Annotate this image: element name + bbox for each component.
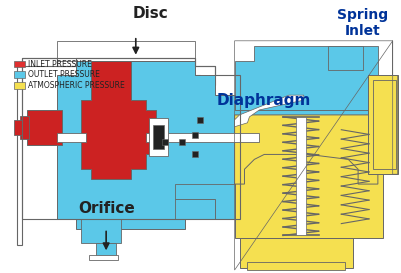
Polygon shape [175,184,234,219]
Bar [247,262,344,270]
Bar [328,46,362,70]
Bar [295,117,305,235]
Bar [162,139,168,144]
Text: OUTLET PRESSURE: OUTLET PRESSURE [28,70,100,79]
Polygon shape [234,46,377,110]
Polygon shape [372,80,395,169]
Bar [14,61,25,67]
Bar [148,118,168,156]
Polygon shape [96,243,116,258]
Bar [192,152,198,158]
Text: Spring
Inlet: Spring Inlet [337,8,388,38]
Bar [152,125,164,150]
Polygon shape [20,116,29,139]
Bar [14,72,25,78]
Polygon shape [81,61,155,179]
Text: Diaphragm: Diaphragm [217,93,311,108]
Polygon shape [234,95,303,127]
Bar [57,133,86,142]
Polygon shape [234,115,377,184]
Text: Orifice: Orifice [77,201,134,216]
Polygon shape [27,110,61,144]
Text: INLET PRESSURE: INLET PRESSURE [28,60,92,69]
Text: ATMOSPHERIC PRESSURE: ATMOSPHERIC PRESSURE [28,81,125,90]
Polygon shape [14,120,22,135]
Polygon shape [17,58,214,245]
Polygon shape [81,199,214,243]
Bar [192,132,198,138]
Bar [145,133,259,142]
Bar [179,139,185,144]
Bar [14,82,25,89]
Bar [239,238,352,268]
Bar [196,117,203,123]
Polygon shape [234,115,382,238]
Polygon shape [367,75,397,174]
Polygon shape [57,61,392,229]
Bar [89,255,118,260]
Text: Disc: Disc [132,6,168,21]
